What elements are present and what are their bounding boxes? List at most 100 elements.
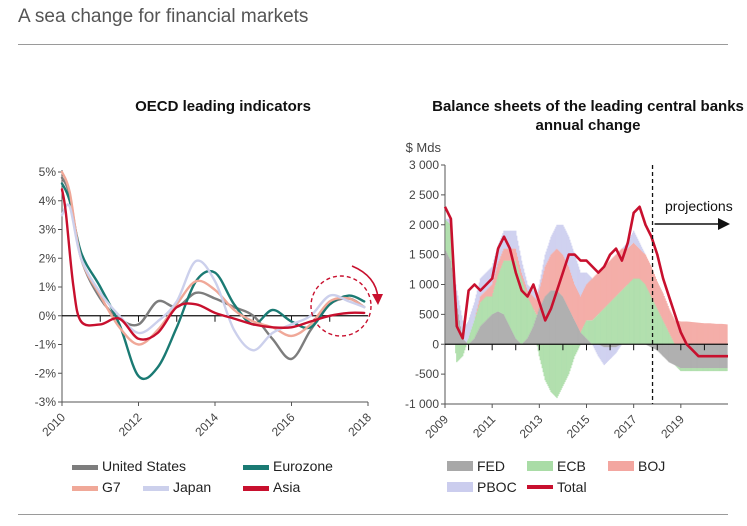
- chart2-bar-ecb: [602, 309, 604, 345]
- chart2-bar-pboc: [542, 264, 544, 275]
- chart2-bar-pboc: [596, 344, 598, 355]
- chart2-bar-pboc: [562, 224, 564, 255]
- chart2-bar-pboc: [510, 230, 512, 249]
- chart2-bar-boj: [530, 294, 533, 305]
- chart2-bar-boj: [476, 308, 479, 312]
- chart2-bar-boj: [652, 271, 654, 301]
- chart2-bar-boj: [487, 288, 489, 297]
- chart2-bar-fed: [555, 290, 557, 345]
- chart2-bar-ecb: [618, 293, 620, 345]
- chart2-bar-pboc: [560, 224, 562, 253]
- chart2-bar-boj: [529, 293, 532, 303]
- chart2-bar-ecb: [721, 368, 723, 372]
- chart2-bar-ecb: [512, 260, 514, 333]
- chart2-bar-boj: [560, 252, 562, 295]
- chart2-bar-ecb: [583, 324, 586, 337]
- chart2-bar-boj: [489, 286, 491, 297]
- chart2-bar-ecb: [468, 335, 471, 344]
- chart2-bar-pboc: [470, 311, 473, 330]
- chart2-bar-pboc: [523, 272, 526, 282]
- chart2-bar-pboc: [448, 218, 450, 223]
- chart2-bar-ecb: [677, 366, 679, 369]
- chart2-bar-fed: [572, 316, 574, 345]
- chart2-bar-pboc: [484, 273, 486, 292]
- chart2-bar-pboc: [480, 277, 483, 296]
- chart2-bar-ecb: [723, 368, 725, 372]
- chart2-bar-boj: [677, 320, 679, 345]
- chart2-bar-fed: [489, 316, 491, 345]
- chart2-bar-boj: [573, 281, 575, 319]
- chart2-bar-pboc: [574, 254, 576, 285]
- chart2-bar-pboc: [555, 226, 557, 250]
- chart2-bar-fed: [557, 291, 559, 345]
- chart2-bar-pboc: [469, 314, 472, 333]
- chart2-bar-ecb: [588, 320, 591, 342]
- chart2-bar-fed: [465, 342, 468, 345]
- chart2-bar-pboc: [633, 232, 636, 244]
- chart2-bar-ecb: [704, 368, 707, 372]
- chart2-bar-boj: [520, 272, 523, 279]
- chart2-bar-ecb: [473, 320, 476, 339]
- chart2-bar-pboc: [609, 347, 611, 360]
- chart2-bar-boj: [633, 242, 635, 279]
- chart2-bar-fed: [528, 334, 531, 345]
- chart2-bar-fed: [475, 334, 478, 345]
- chart2-bar-ecb: [522, 284, 525, 343]
- chart2-bar-boj: [496, 267, 498, 280]
- chart2-bar-fed: [568, 308, 570, 345]
- chart2-bar-fed: [670, 344, 672, 364]
- chart2-bar-fed: [499, 312, 501, 345]
- chart2-bar-boj: [572, 278, 574, 317]
- chart2-bar-boj: [616, 253, 618, 296]
- chart2-bar-boj: [536, 298, 539, 315]
- chart2-bar-pboc: [511, 230, 513, 249]
- chart2-bar-pboc: [572, 248, 574, 279]
- chart2-bar-fed: [464, 341, 467, 345]
- chart2-bar-ecb: [680, 368, 682, 372]
- chart2-bar-fed: [525, 339, 528, 345]
- chart2-bar-ecb: [725, 368, 727, 372]
- chart2-bar-fed: [554, 290, 556, 345]
- chart2-bar-ecb: [611, 300, 613, 345]
- chart2-bar-pboc: [615, 347, 617, 354]
- chart2-bar-ecb: [661, 318, 663, 345]
- chart2-bar-pboc: [446, 218, 448, 221]
- chart2-bar-ecb: [586, 320, 589, 340]
- chart2-bar-boj: [488, 287, 490, 297]
- chart2-bar-ecb: [648, 292, 651, 345]
- chart2-bar-ecb: [492, 293, 494, 314]
- chart2-bar-boj: [579, 296, 582, 333]
- chart2-bar-boj: [576, 288, 578, 325]
- chart2-bar-pboc: [476, 290, 479, 309]
- chart2-bar-fed: [607, 344, 609, 348]
- chart2-bar-ecb: [578, 344, 581, 347]
- chart2-bar-boj: [643, 253, 646, 284]
- chart2-bar-pboc: [589, 276, 592, 281]
- chart2-bar-ecb: [607, 304, 609, 345]
- chart2-bar-boj: [582, 290, 585, 327]
- chart2-bar-fed: [542, 300, 544, 345]
- chart2-bar-ecb: [654, 304, 656, 345]
- chart2-bar-ecb: [659, 314, 661, 345]
- chart2-bar-ecb: [713, 368, 715, 372]
- chart2-bar-pboc: [482, 275, 484, 294]
- chart2-bar-fed: [539, 306, 541, 345]
- chart2-bar-boj: [550, 254, 552, 291]
- chart2-bar-ecb: [556, 344, 558, 399]
- chart2-bar-ecb: [655, 306, 657, 345]
- chart2-bar-fed: [608, 344, 610, 348]
- chart2-bar-fed: [686, 344, 688, 369]
- chart2-bar-fed: [473, 338, 476, 345]
- chart2-bar-ecb: [592, 319, 595, 345]
- chart2-bar-fed: [488, 317, 490, 345]
- chart2-bar-boj: [474, 316, 477, 318]
- chart2-bar-ecb: [647, 290, 650, 345]
- chart2-bar-boj: [578, 294, 581, 331]
- chart2-bar-ecb: [594, 317, 596, 345]
- chart2-bar-boj: [636, 246, 639, 279]
- chart2-bar-fed: [477, 330, 480, 345]
- chart2-bar-ecb: [577, 344, 580, 349]
- chart2-bar-fed: [567, 306, 569, 345]
- chart2-bar-boj: [569, 269, 571, 311]
- chart2-bar-fed: [464, 340, 466, 345]
